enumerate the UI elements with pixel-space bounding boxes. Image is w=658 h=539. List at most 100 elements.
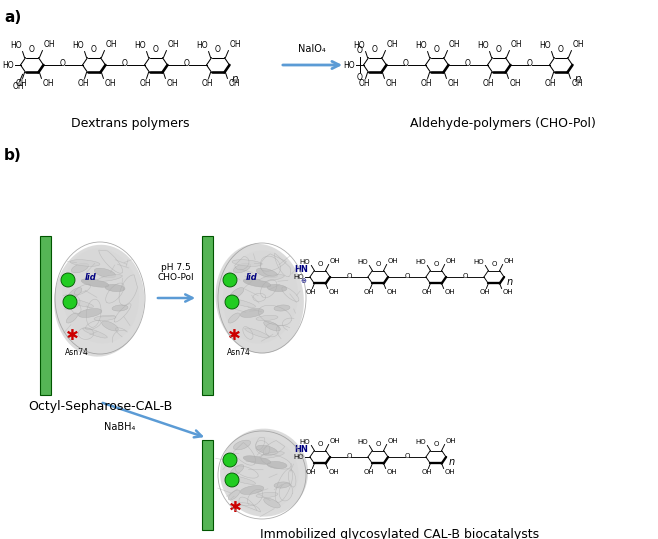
Text: O: O bbox=[60, 59, 66, 68]
Text: OH: OH bbox=[328, 469, 340, 475]
Text: OH: OH bbox=[545, 79, 557, 88]
Text: OH: OH bbox=[422, 289, 433, 295]
Text: O: O bbox=[463, 273, 468, 279]
Text: OH: OH bbox=[306, 289, 316, 295]
Text: O: O bbox=[346, 273, 351, 279]
Text: OH: OH bbox=[571, 79, 583, 88]
Text: Aldehyde-polymers (CHO-Pol): Aldehyde-polymers (CHO-Pol) bbox=[410, 117, 596, 130]
Bar bbox=[201, 440, 213, 530]
Text: n: n bbox=[232, 74, 238, 84]
Text: O: O bbox=[465, 59, 471, 68]
Text: HO: HO bbox=[358, 259, 368, 265]
Ellipse shape bbox=[257, 268, 278, 278]
Text: O: O bbox=[404, 453, 410, 459]
Text: HO: HO bbox=[300, 259, 311, 265]
Text: OH: OH bbox=[330, 258, 340, 264]
Ellipse shape bbox=[94, 268, 116, 278]
Ellipse shape bbox=[234, 440, 251, 450]
Text: OH: OH bbox=[388, 258, 398, 264]
Text: O: O bbox=[375, 260, 381, 266]
Ellipse shape bbox=[232, 260, 294, 336]
Text: Immobilized glycosylated CAL-B biocatalysts: Immobilized glycosylated CAL-B biocataly… bbox=[261, 528, 540, 539]
Text: O: O bbox=[184, 59, 190, 68]
Ellipse shape bbox=[230, 465, 244, 475]
Text: OH: OH bbox=[139, 79, 151, 88]
Text: O: O bbox=[404, 273, 410, 279]
Text: HO: HO bbox=[415, 40, 426, 50]
Text: ⊕: ⊕ bbox=[300, 278, 306, 284]
Text: HO: HO bbox=[353, 40, 365, 50]
Ellipse shape bbox=[234, 263, 251, 273]
Text: HO: HO bbox=[358, 439, 368, 445]
Text: OH: OH bbox=[202, 79, 213, 88]
Ellipse shape bbox=[264, 498, 280, 508]
Text: HO: HO bbox=[477, 40, 489, 50]
Text: O: O bbox=[527, 59, 533, 68]
Text: O: O bbox=[29, 45, 35, 53]
Text: O: O bbox=[496, 45, 502, 53]
Ellipse shape bbox=[70, 260, 100, 266]
Text: O: O bbox=[317, 440, 322, 446]
Text: OH: OH bbox=[445, 469, 455, 475]
Text: Asn74: Asn74 bbox=[227, 348, 251, 357]
Text: O: O bbox=[434, 260, 439, 266]
Text: OH: OH bbox=[447, 79, 459, 88]
Ellipse shape bbox=[223, 250, 298, 343]
Text: O: O bbox=[403, 59, 409, 68]
Ellipse shape bbox=[243, 279, 271, 287]
Text: OH: OH bbox=[42, 79, 54, 88]
Text: O: O bbox=[558, 45, 564, 53]
Text: OH: OH bbox=[511, 40, 522, 49]
Text: n: n bbox=[507, 277, 513, 287]
Text: O: O bbox=[372, 45, 378, 53]
Text: OH: OH bbox=[166, 79, 178, 88]
Text: HN: HN bbox=[294, 446, 308, 454]
Text: OH: OH bbox=[572, 40, 584, 49]
Text: n: n bbox=[449, 457, 455, 467]
Ellipse shape bbox=[63, 248, 139, 343]
Text: O: O bbox=[215, 45, 221, 53]
Ellipse shape bbox=[102, 321, 118, 331]
Text: OH: OH bbox=[388, 438, 398, 444]
Text: ✱: ✱ bbox=[228, 328, 240, 342]
Text: HO: HO bbox=[474, 259, 484, 265]
Ellipse shape bbox=[240, 308, 264, 317]
Text: NaIO₄: NaIO₄ bbox=[298, 44, 326, 54]
Ellipse shape bbox=[274, 482, 290, 488]
Text: O: O bbox=[492, 260, 497, 266]
Text: OH: OH bbox=[105, 79, 116, 88]
Circle shape bbox=[223, 453, 237, 467]
Text: OH: OH bbox=[445, 289, 455, 295]
Ellipse shape bbox=[97, 275, 122, 281]
Ellipse shape bbox=[78, 308, 102, 317]
Ellipse shape bbox=[68, 288, 82, 299]
Text: OH: OH bbox=[306, 469, 316, 475]
Text: OH: OH bbox=[509, 79, 521, 88]
Text: O: O bbox=[91, 45, 97, 53]
Text: O: O bbox=[357, 73, 363, 82]
Text: HO: HO bbox=[416, 439, 426, 445]
Text: HO: HO bbox=[72, 40, 84, 50]
Text: O: O bbox=[153, 45, 159, 53]
Ellipse shape bbox=[243, 456, 271, 464]
Text: HO: HO bbox=[134, 40, 145, 50]
Ellipse shape bbox=[224, 437, 299, 512]
Text: Asn74: Asn74 bbox=[65, 348, 89, 357]
Ellipse shape bbox=[94, 315, 116, 321]
Text: OH: OH bbox=[445, 438, 456, 444]
Text: OH: OH bbox=[230, 40, 241, 49]
Text: HO: HO bbox=[300, 439, 311, 445]
Ellipse shape bbox=[66, 313, 78, 323]
Text: OH: OH bbox=[386, 79, 397, 88]
Ellipse shape bbox=[267, 461, 287, 468]
Bar bbox=[39, 236, 51, 395]
Text: HO: HO bbox=[10, 40, 22, 50]
Ellipse shape bbox=[228, 313, 240, 323]
Text: OH: OH bbox=[364, 469, 374, 475]
Text: O: O bbox=[434, 45, 440, 53]
Circle shape bbox=[61, 273, 75, 287]
Text: OH: OH bbox=[445, 258, 456, 264]
Ellipse shape bbox=[112, 305, 128, 311]
Text: OH: OH bbox=[328, 289, 340, 295]
Ellipse shape bbox=[83, 328, 107, 338]
